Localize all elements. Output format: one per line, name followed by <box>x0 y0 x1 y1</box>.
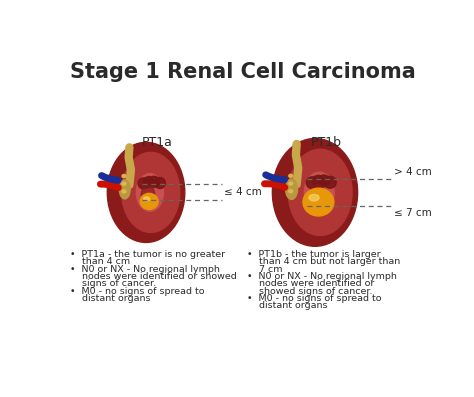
Ellipse shape <box>318 175 330 187</box>
Ellipse shape <box>289 190 292 193</box>
Text: •  M0 - no signs of spread to: • M0 - no signs of spread to <box>247 294 381 303</box>
Text: 7 cm: 7 cm <box>247 265 283 274</box>
Ellipse shape <box>140 193 158 210</box>
Ellipse shape <box>288 149 352 235</box>
Text: Stage 1 Renal Cell Carcinoma: Stage 1 Renal Cell Carcinoma <box>70 62 416 81</box>
Ellipse shape <box>304 172 334 213</box>
Text: than 4 cm: than 4 cm <box>70 258 130 266</box>
Text: > 4 cm: > 4 cm <box>394 167 432 177</box>
Text: showed signs of cancer.: showed signs of cancer. <box>247 287 372 296</box>
Text: distant organs: distant organs <box>247 301 328 310</box>
Ellipse shape <box>303 188 334 216</box>
Ellipse shape <box>289 182 292 185</box>
Ellipse shape <box>312 175 324 187</box>
Ellipse shape <box>306 177 318 189</box>
Text: signs of cancer.: signs of cancer. <box>70 279 156 288</box>
Ellipse shape <box>141 185 155 204</box>
Ellipse shape <box>137 173 164 211</box>
Ellipse shape <box>286 179 298 199</box>
Text: •  PT1a - the tumor is no greater: • PT1a - the tumor is no greater <box>70 250 225 259</box>
Text: •  N0 or NX - No regional lymph: • N0 or NX - No regional lymph <box>247 272 397 281</box>
Ellipse shape <box>119 180 130 199</box>
Ellipse shape <box>122 175 126 177</box>
Text: ≤ 7 cm: ≤ 7 cm <box>394 208 432 218</box>
Ellipse shape <box>144 177 155 187</box>
Text: •  M0 - no signs of spread to: • M0 - no signs of spread to <box>70 287 205 296</box>
Text: •  PT1b - the tumor is larger: • PT1b - the tumor is larger <box>247 250 381 259</box>
Ellipse shape <box>289 174 292 177</box>
Text: ≤ 4 cm: ≤ 4 cm <box>224 187 261 197</box>
Ellipse shape <box>324 176 336 188</box>
Ellipse shape <box>122 190 126 193</box>
Text: PT1a: PT1a <box>142 136 173 149</box>
Ellipse shape <box>107 143 185 243</box>
Ellipse shape <box>310 185 325 205</box>
Text: PT1b: PT1b <box>311 136 342 149</box>
Ellipse shape <box>149 176 159 187</box>
Text: •  N0 or NX - No regional lymph: • N0 or NX - No regional lymph <box>70 265 220 274</box>
Text: than 4 cm but not larger than: than 4 cm but not larger than <box>247 258 400 266</box>
Text: nodes were identified or showed: nodes were identified or showed <box>70 272 237 281</box>
Ellipse shape <box>309 195 319 201</box>
Ellipse shape <box>122 152 180 232</box>
Text: nodes were identified or: nodes were identified or <box>247 279 374 288</box>
Ellipse shape <box>273 139 357 246</box>
Ellipse shape <box>122 182 126 185</box>
Ellipse shape <box>138 178 149 189</box>
Text: distant organs: distant organs <box>70 294 151 303</box>
Ellipse shape <box>144 197 150 201</box>
Ellipse shape <box>155 177 165 189</box>
